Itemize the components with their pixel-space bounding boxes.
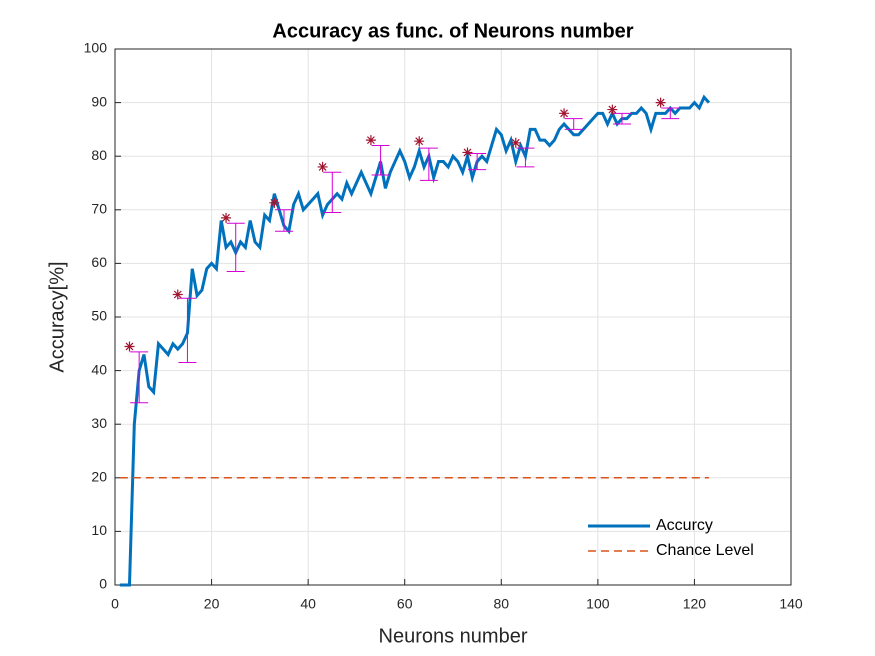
star-marker — [172, 289, 183, 300]
y-tick-label: 40 — [91, 361, 107, 377]
star-marker — [124, 341, 135, 352]
star-marker — [365, 135, 376, 146]
y-tick-label: 30 — [91, 415, 107, 431]
star-marker — [414, 136, 425, 147]
y-tick-label: 70 — [91, 201, 107, 217]
star-marker — [607, 104, 618, 115]
error-bar — [275, 209, 293, 232]
y-tick-label: 90 — [91, 93, 107, 109]
error-bar — [323, 171, 342, 213]
error-bar — [564, 118, 583, 130]
error-bar — [613, 112, 631, 125]
error-bar — [130, 351, 149, 404]
star-marker — [221, 212, 232, 223]
error-bar — [178, 297, 197, 364]
y-tick-label: 10 — [91, 522, 107, 538]
legend-label: Chance Level — [656, 542, 754, 559]
chart-title: Accuracy as func. of Neurons number — [272, 20, 633, 42]
data-line — [119, 94, 711, 587]
error-bar — [226, 222, 245, 272]
y-axis-label: Accuracy[%] — [46, 261, 68, 372]
y-tick-label: 100 — [84, 40, 108, 56]
star-marker — [655, 97, 666, 108]
legend-label: Accurcy — [656, 517, 713, 534]
star-marker — [317, 161, 328, 172]
y-tick-label: 50 — [91, 308, 107, 324]
axes-box — [114, 48, 792, 586]
y-tick-label: 0 — [99, 576, 107, 592]
x-tick-label: 100 — [586, 596, 610, 612]
error-bar — [661, 107, 680, 120]
x-axis-label: Neurons number — [379, 625, 528, 647]
error-bar — [468, 153, 487, 171]
y-tick-label: 60 — [91, 254, 107, 270]
error-bar — [419, 147, 438, 181]
y-tick-label: 20 — [91, 469, 107, 485]
star-marker — [462, 147, 473, 158]
y-tick-label: 80 — [91, 147, 107, 163]
x-tick-label: 120 — [683, 596, 707, 612]
x-tick-label: 60 — [397, 596, 413, 612]
error-bar — [516, 147, 535, 168]
x-tick-label: 20 — [204, 596, 220, 612]
x-tick-label: 40 — [300, 596, 316, 612]
star-marker — [510, 137, 521, 148]
x-tick-label: 80 — [493, 596, 509, 612]
error-bar — [371, 144, 390, 176]
star-marker — [269, 197, 280, 208]
star-marker — [559, 108, 570, 119]
x-tick-label: 140 — [779, 596, 803, 612]
x-tick-label: 0 — [111, 596, 119, 612]
